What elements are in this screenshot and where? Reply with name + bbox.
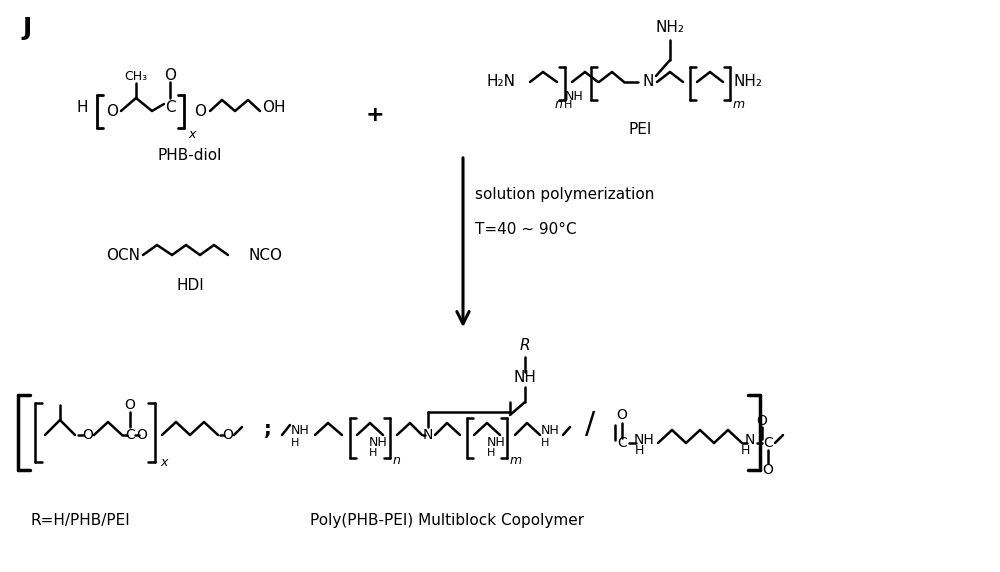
Text: HDI: HDI bbox=[176, 277, 204, 292]
Text: PEI: PEI bbox=[628, 122, 652, 137]
Text: NCO: NCO bbox=[248, 248, 282, 263]
Text: R=H/PHB/PEI: R=H/PHB/PEI bbox=[30, 513, 130, 527]
Text: O: O bbox=[106, 104, 118, 118]
Text: O: O bbox=[763, 463, 773, 477]
Text: H: H bbox=[634, 443, 644, 456]
Text: O: O bbox=[83, 428, 93, 442]
Text: n: n bbox=[393, 454, 401, 467]
Text: O: O bbox=[137, 428, 147, 442]
Text: solution polymerization: solution polymerization bbox=[475, 188, 654, 202]
Text: CH₃: CH₃ bbox=[124, 70, 148, 82]
Text: C: C bbox=[125, 428, 135, 442]
Text: H: H bbox=[740, 443, 750, 456]
Text: NH: NH bbox=[565, 89, 583, 102]
Text: O: O bbox=[125, 398, 135, 412]
Text: NH: NH bbox=[369, 436, 387, 450]
Text: H₂N: H₂N bbox=[486, 74, 515, 89]
Text: N: N bbox=[642, 74, 654, 89]
Text: H: H bbox=[564, 100, 572, 110]
Text: C: C bbox=[617, 436, 627, 450]
Text: C: C bbox=[165, 100, 175, 114]
Text: x: x bbox=[188, 129, 195, 141]
Text: H: H bbox=[369, 448, 377, 458]
Text: J: J bbox=[22, 16, 31, 40]
Text: PHB-diol: PHB-diol bbox=[158, 148, 222, 162]
Text: NH₂: NH₂ bbox=[734, 74, 763, 89]
Text: H: H bbox=[76, 101, 88, 116]
Text: OH: OH bbox=[262, 101, 286, 116]
Text: NH: NH bbox=[291, 423, 309, 436]
Text: ;: ; bbox=[264, 420, 272, 439]
Text: O: O bbox=[617, 408, 627, 422]
Text: O: O bbox=[194, 104, 206, 118]
Text: NH: NH bbox=[541, 423, 559, 436]
Text: OCN: OCN bbox=[106, 248, 140, 263]
Text: +: + bbox=[366, 105, 384, 125]
Text: T=40 ~ 90°C: T=40 ~ 90°C bbox=[475, 223, 577, 237]
Text: C: C bbox=[763, 436, 773, 450]
Text: O: O bbox=[757, 414, 767, 428]
Text: NH: NH bbox=[487, 436, 505, 450]
Text: R: R bbox=[520, 337, 530, 352]
Text: NH₂: NH₂ bbox=[656, 21, 684, 35]
Text: H: H bbox=[291, 438, 299, 448]
Text: NH: NH bbox=[514, 371, 536, 386]
Text: H: H bbox=[541, 438, 549, 448]
Text: x: x bbox=[160, 456, 167, 470]
Text: n: n bbox=[554, 98, 562, 112]
Text: m: m bbox=[510, 454, 522, 467]
Text: O: O bbox=[223, 428, 233, 442]
Text: NH: NH bbox=[634, 433, 654, 447]
Text: /: / bbox=[585, 411, 595, 439]
Text: H: H bbox=[487, 448, 495, 458]
Text: Poly(PHB-PEI) Multiblock Copolymer: Poly(PHB-PEI) Multiblock Copolymer bbox=[310, 513, 584, 527]
Text: N: N bbox=[423, 428, 433, 442]
Text: N: N bbox=[745, 433, 755, 447]
Text: m: m bbox=[733, 98, 745, 112]
Text: O: O bbox=[164, 67, 176, 82]
